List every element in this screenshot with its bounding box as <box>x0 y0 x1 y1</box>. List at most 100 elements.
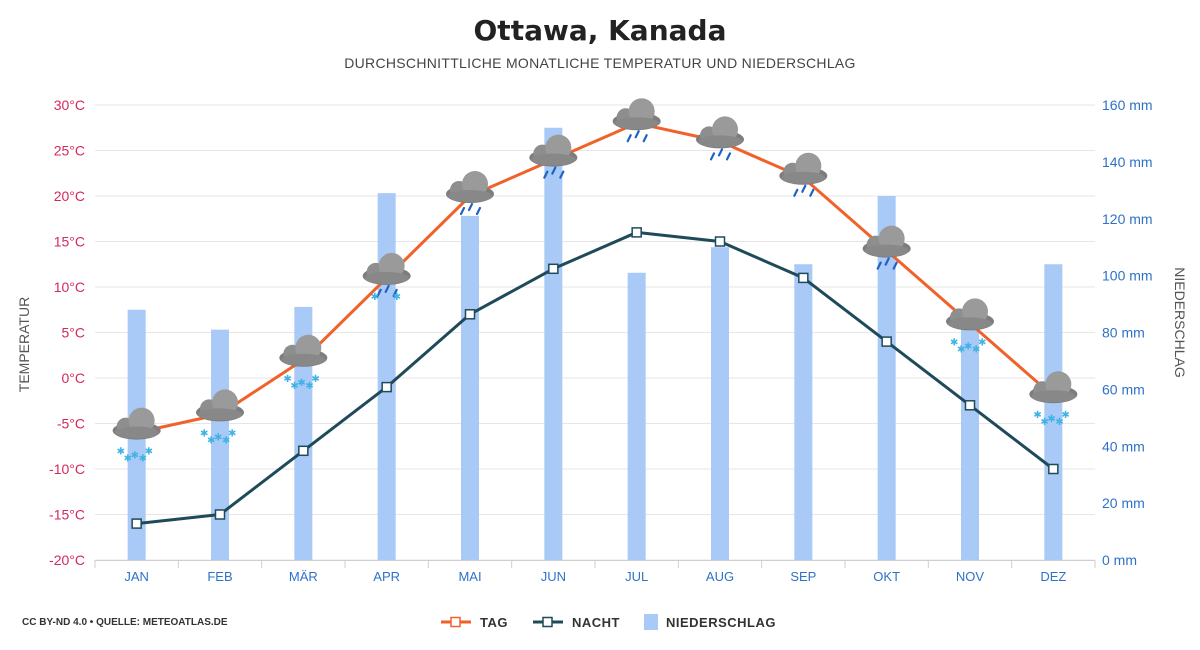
precip-bar <box>377 193 396 560</box>
precip-bar <box>294 306 313 560</box>
y-left-tick-label: -20°C <box>49 552 85 568</box>
precip-bar <box>711 247 729 560</box>
svg-text:✱: ✱ <box>222 435 230 446</box>
y-left-tick-label: 20°C <box>54 188 85 204</box>
svg-text:✱: ✱ <box>371 292 379 303</box>
cloud-rain-icon <box>696 116 744 161</box>
svg-text:✱: ✱ <box>207 435 215 446</box>
y-left-tick-label: 15°C <box>54 234 85 250</box>
precip-bar <box>544 127 563 560</box>
cloud-snow-icon: ✱ ✱ ✱✱ ✱ <box>1029 371 1078 428</box>
svg-text:✱: ✱ <box>1033 410 1041 421</box>
y-left-tick-label: -15°C <box>49 507 85 523</box>
cloud-snow-icon: ✱ ✱ ✱✱ ✱ <box>112 407 161 465</box>
y-right-tick-label: 60 mm <box>1102 381 1145 397</box>
night-line-marker-icon <box>532 616 563 628</box>
y-right-axis-title: NIEDERSCHLAG <box>1172 267 1188 377</box>
precip-bar <box>461 215 479 560</box>
y-right-tick-label: 0 mm <box>1102 552 1137 568</box>
y-left-tick-label: 5°C <box>62 325 86 341</box>
y-right-tick-label: 40 mm <box>1102 438 1145 454</box>
y-right-tick-label: 120 mm <box>1102 211 1153 227</box>
night-point <box>881 336 892 347</box>
svg-text:✱: ✱ <box>228 428 236 439</box>
svg-text:✱: ✱ <box>393 292 401 303</box>
svg-text:✱: ✱ <box>950 337 958 348</box>
legend-item-precip: NIEDERSCHLAG <box>643 614 776 630</box>
x-tick-label: FEB <box>207 569 232 584</box>
y-right-tick-label: 20 mm <box>1102 495 1145 511</box>
svg-text:✱: ✱ <box>1040 417 1048 428</box>
night-point <box>714 236 726 247</box>
svg-text:✱: ✱ <box>145 447 153 458</box>
svg-text:✱: ✱ <box>305 381 313 392</box>
precip-bar <box>211 329 229 560</box>
svg-text:✱: ✱ <box>117 447 125 458</box>
legend-label-precip: NIEDERSCHLAG <box>665 614 776 630</box>
night-point <box>798 272 809 284</box>
svg-text:✱: ✱ <box>972 344 980 355</box>
cloud-snow-icon: ✱ ✱ ✱✱ ✱ <box>946 298 994 355</box>
night-point <box>131 518 142 529</box>
chart-subtitle: DURCHSCHNITTLICHE MONATLICHE TEMPERATUR … <box>344 55 856 71</box>
x-tick-label: SEP <box>790 569 816 584</box>
chart-legend: TAG NACHT NIEDERSCHLAG <box>440 614 776 630</box>
svg-text:✱: ✱ <box>290 381 298 392</box>
svg-text:✱: ✱ <box>957 344 965 355</box>
svg-text:✱: ✱ <box>1055 417 1063 428</box>
source-credit: CC BY-ND 4.0 • QUELLE: METEOATLAS.DE <box>22 617 228 628</box>
y-right-tick-label: 80 mm <box>1102 325 1145 341</box>
precip-bar <box>1044 264 1063 560</box>
precip-bar <box>877 196 896 560</box>
svg-text:✱: ✱ <box>283 374 291 385</box>
x-tick-label: JAN <box>124 569 149 584</box>
y-left-tick-label: 10°C <box>54 279 85 295</box>
night-point <box>548 263 559 275</box>
y-right-tick-label: 140 mm <box>1102 154 1153 170</box>
svg-text:✱: ✱ <box>214 432 222 443</box>
cloud-rain-icon <box>446 171 494 216</box>
y-left-axis-title: TEMPERATUR <box>16 297 32 392</box>
day-line <box>136 121 1055 435</box>
svg-text:✱: ✱ <box>200 428 208 439</box>
x-tick-label: MÄR <box>289 569 318 584</box>
svg-text:✱: ✱ <box>131 451 139 462</box>
night-line <box>136 230 1055 526</box>
y-right-tick-label: 160 mm <box>1102 97 1153 113</box>
precip-bar <box>961 323 979 560</box>
svg-text:✱: ✱ <box>124 454 132 465</box>
legend-label-day: TAG <box>480 614 508 630</box>
x-tick-label: OKT <box>873 569 900 584</box>
night-point <box>464 309 476 320</box>
svg-text:✱: ✱ <box>311 374 319 385</box>
svg-text:✱: ✱ <box>297 378 305 389</box>
svg-text:✱: ✱ <box>1061 410 1069 421</box>
precipitation-bar-icon <box>643 614 658 630</box>
x-tick-label: DEZ <box>1040 569 1066 584</box>
x-tick-label: NOV <box>956 569 985 584</box>
x-tick-label: MAI <box>458 569 481 584</box>
chart-title: Ottawa, Kanada <box>473 14 727 47</box>
night-point <box>298 445 309 457</box>
cloud-rain-snow-icon: ✱ ✱ <box>362 252 411 303</box>
y-left-tick-label: 30°C <box>54 97 85 113</box>
svg-text:✱: ✱ <box>964 341 972 352</box>
cloud-rain-icon <box>529 134 578 179</box>
cloud-snow-icon: ✱ ✱ ✱✱ ✱ <box>196 389 244 446</box>
y-right-tick-label: 100 mm <box>1102 268 1153 284</box>
cloud-rain-icon <box>862 225 911 270</box>
cloud-rain-icon <box>779 152 828 197</box>
y-left-tick-label: -5°C <box>57 416 85 432</box>
night-point <box>214 509 226 520</box>
x-tick-label: APR <box>373 569 400 584</box>
night-point <box>1048 463 1059 475</box>
x-tick-label: AUG <box>706 569 734 584</box>
cloud-rain-icon <box>612 98 661 143</box>
legend-label-night: NACHT <box>571 614 620 630</box>
night-point <box>964 400 976 411</box>
svg-text:✱: ✱ <box>1047 414 1055 425</box>
night-point <box>381 381 392 393</box>
precip-bar <box>627 272 646 560</box>
night-point <box>631 227 642 238</box>
